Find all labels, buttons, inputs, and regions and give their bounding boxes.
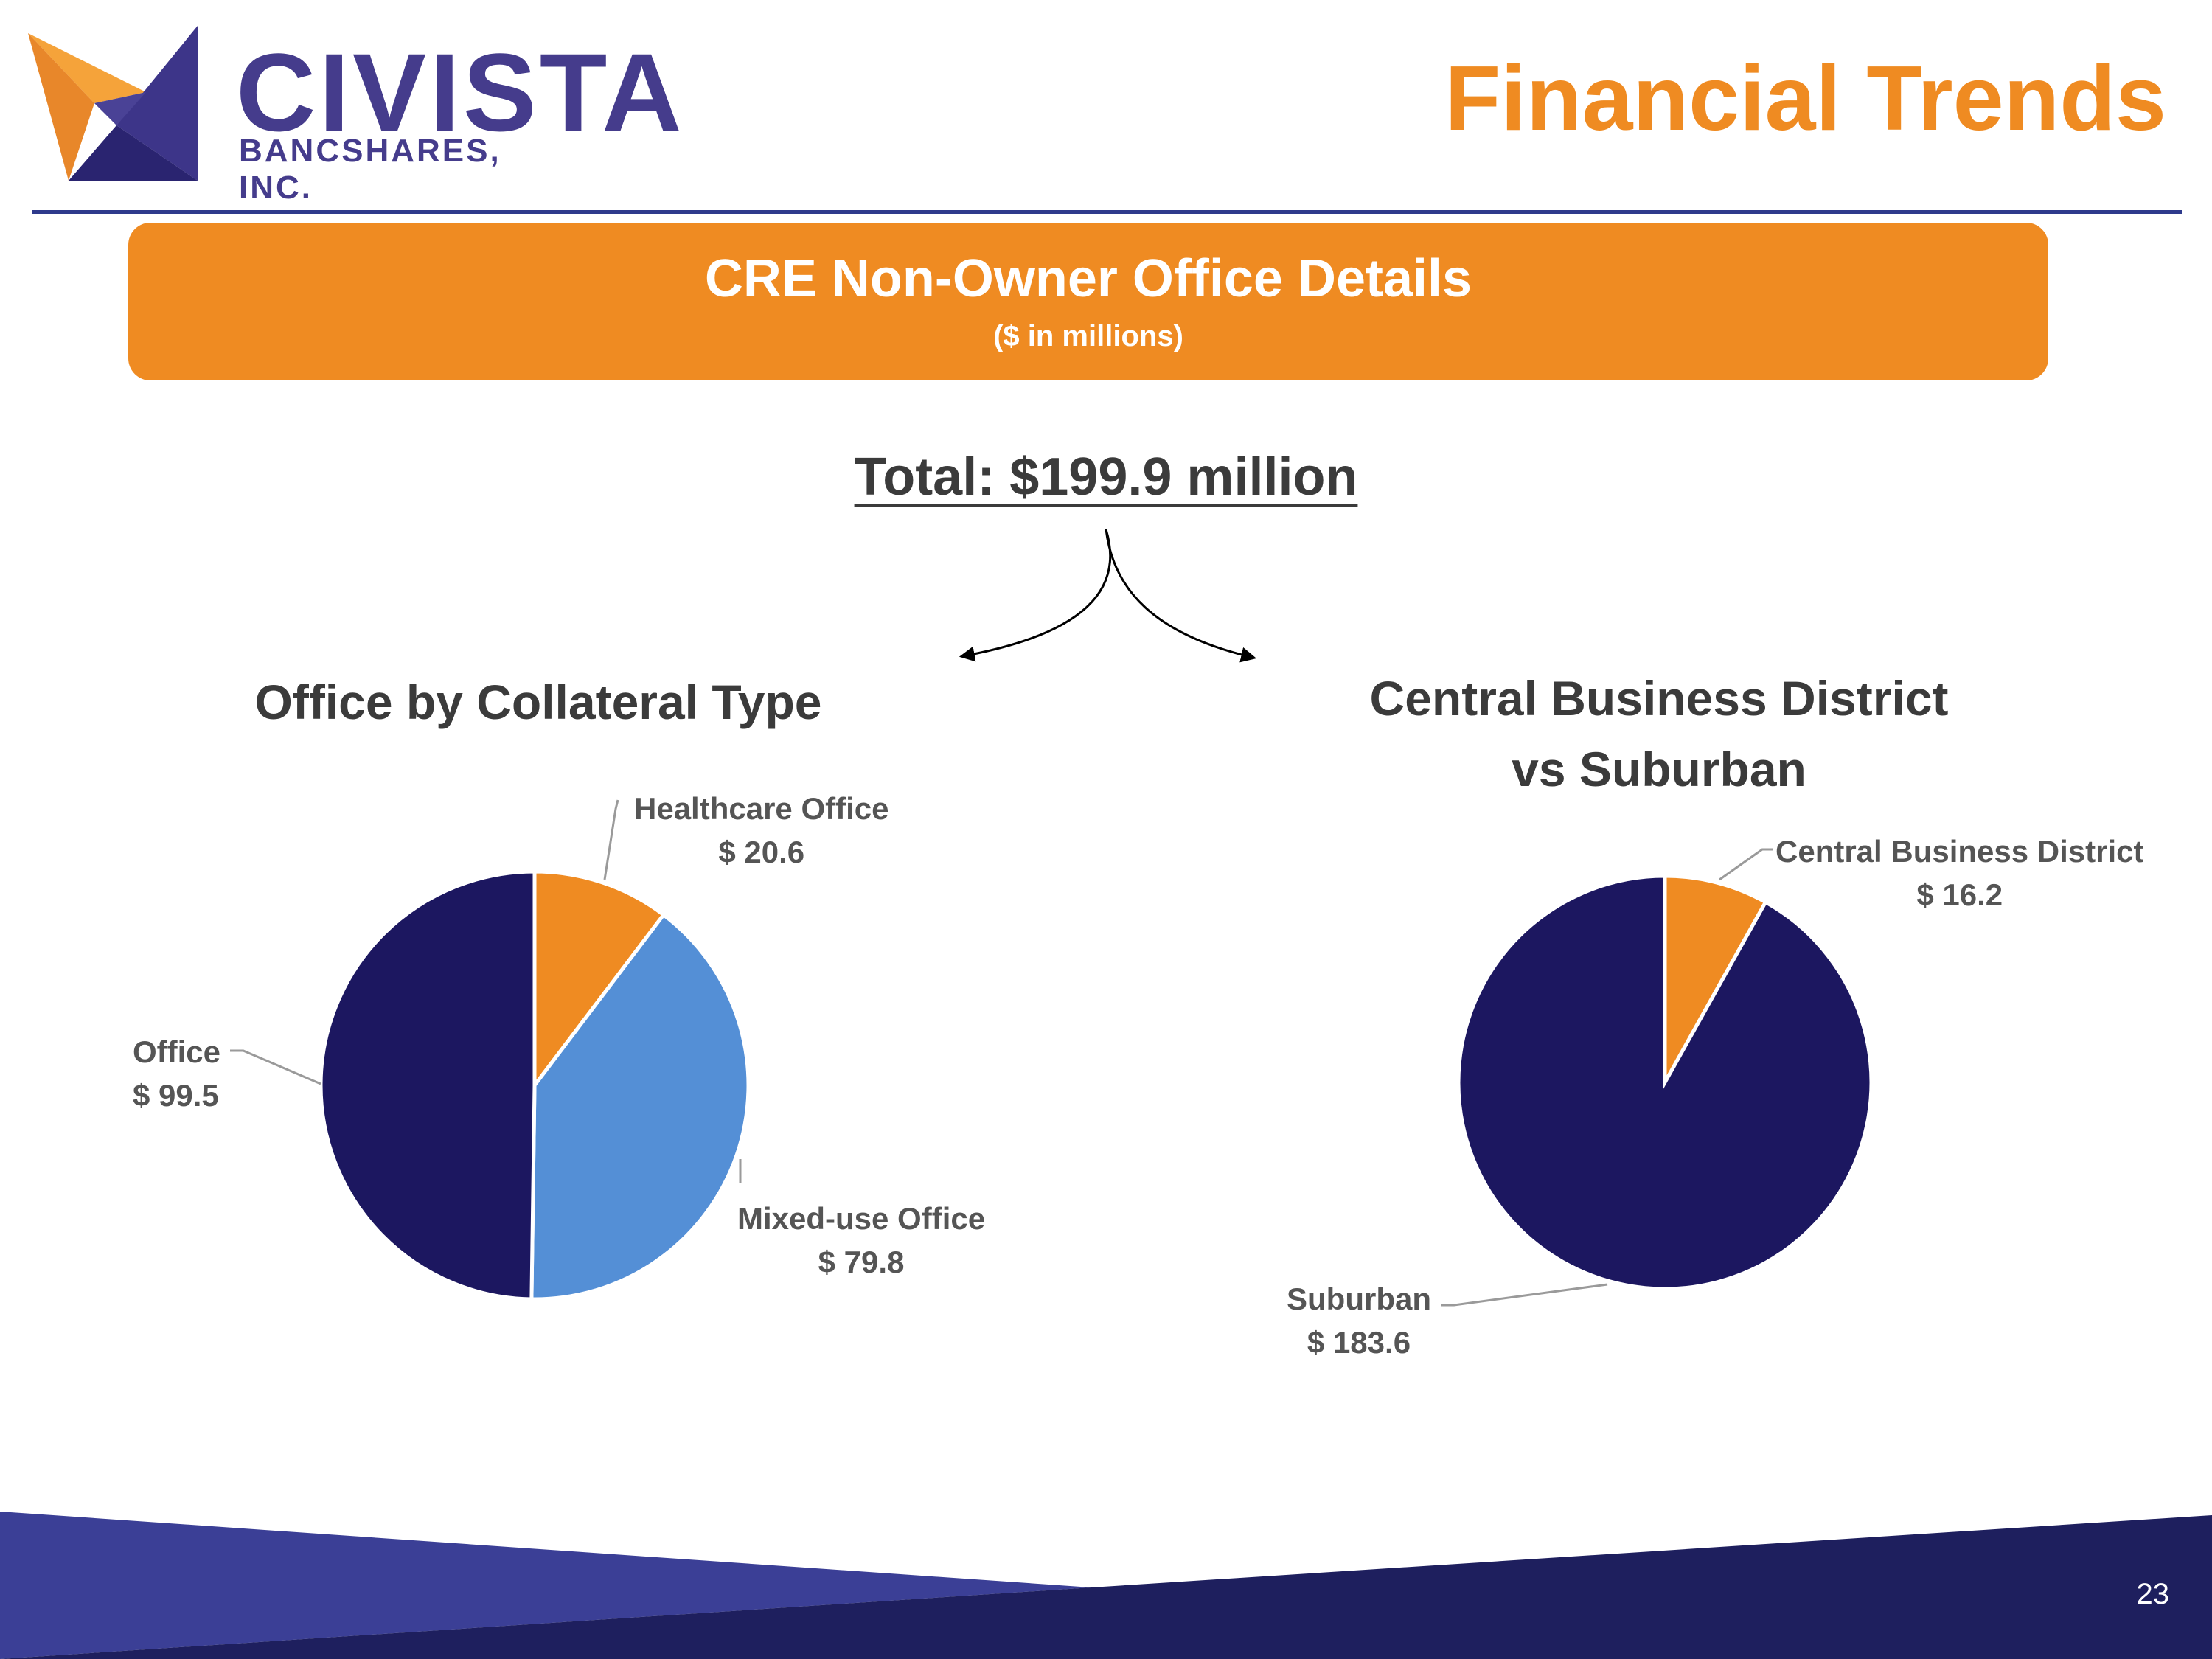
leader-line-cbd [1719, 848, 1773, 881]
section-banner: CRE Non-Owner Office Details ($ in milli… [128, 223, 2048, 380]
leader-line-healthcare [603, 799, 619, 880]
split-arrow-right [1105, 529, 1257, 663]
label-healthcare-office-name: Healthcare Office [634, 791, 889, 826]
label-suburban-name: Suburban [1287, 1281, 1431, 1316]
label-mixed-use-office: Mixed-use Office $ 79.8 [737, 1197, 985, 1284]
label-suburban-value: $ 183.6 [1307, 1324, 1411, 1360]
civista-logo: CIVISTA BANCSHARES, INC. [28, 22, 682, 206]
label-office-value: $ 99.5 [133, 1077, 219, 1113]
total-amount-text: Total: $199.9 million [854, 448, 1358, 507]
page-number: 23 [2136, 1578, 2170, 1610]
banner-subtitle: ($ in millions) [993, 320, 1183, 352]
chart-1-title: Office by Collateral Type [254, 675, 822, 729]
pie-1-slice-healthcare-office [532, 869, 667, 1091]
label-office: Office $ 99.5 [133, 1031, 220, 1118]
logo-star-icon [28, 26, 198, 181]
chart-2-title-line-2: vs Suburban [1512, 741, 1806, 796]
pie-2-slice-suburban [1456, 874, 1874, 1291]
leader-line-suburban [1441, 1283, 1608, 1307]
pie-2-slice-central-business-district [1663, 874, 1768, 1090]
pie-chart-collateral-type [319, 869, 751, 1301]
header-divider [32, 210, 2182, 214]
footer-band [0, 1512, 2212, 1659]
leader-line-office [230, 1049, 321, 1085]
pie-1-slice-mixed-use-office [529, 912, 751, 1301]
chart-2-title-line-1: Central Business District [1369, 671, 1949, 726]
label-office-name: Office [133, 1034, 221, 1069]
banner-title: CRE Non-Owner Office Details [704, 249, 1472, 308]
chart-2-title: Central Business District vs Suburban [1290, 664, 2028, 804]
logo-wordmark: CIVISTA [236, 30, 685, 154]
page-title: Financial Trends [1444, 48, 2167, 150]
pie-chart-cbd-vs-suburban [1456, 874, 1874, 1291]
total-amount: Total: $199.9 million [0, 447, 2212, 507]
pie-1-slice-office [319, 869, 537, 1301]
label-mixed-use-office-name: Mixed-use Office [737, 1201, 986, 1236]
split-arrow-left [959, 529, 1112, 662]
label-cbd-value: $ 16.2 [1916, 877, 2003, 912]
label-healthcare-office-value: $ 20.6 [718, 834, 805, 869]
label-healthcare-office: Healthcare Office $ 20.6 [634, 787, 888, 874]
label-cbd-name: Central Business District [1775, 834, 2144, 869]
label-central-business-district: Central Business District $ 16.2 [1775, 830, 2144, 917]
label-suburban: Suburban $ 183.6 [1287, 1278, 1431, 1365]
label-mixed-use-office-value: $ 79.8 [818, 1244, 905, 1279]
logo-subtitle: BANCSHARES, INC. [239, 133, 501, 206]
